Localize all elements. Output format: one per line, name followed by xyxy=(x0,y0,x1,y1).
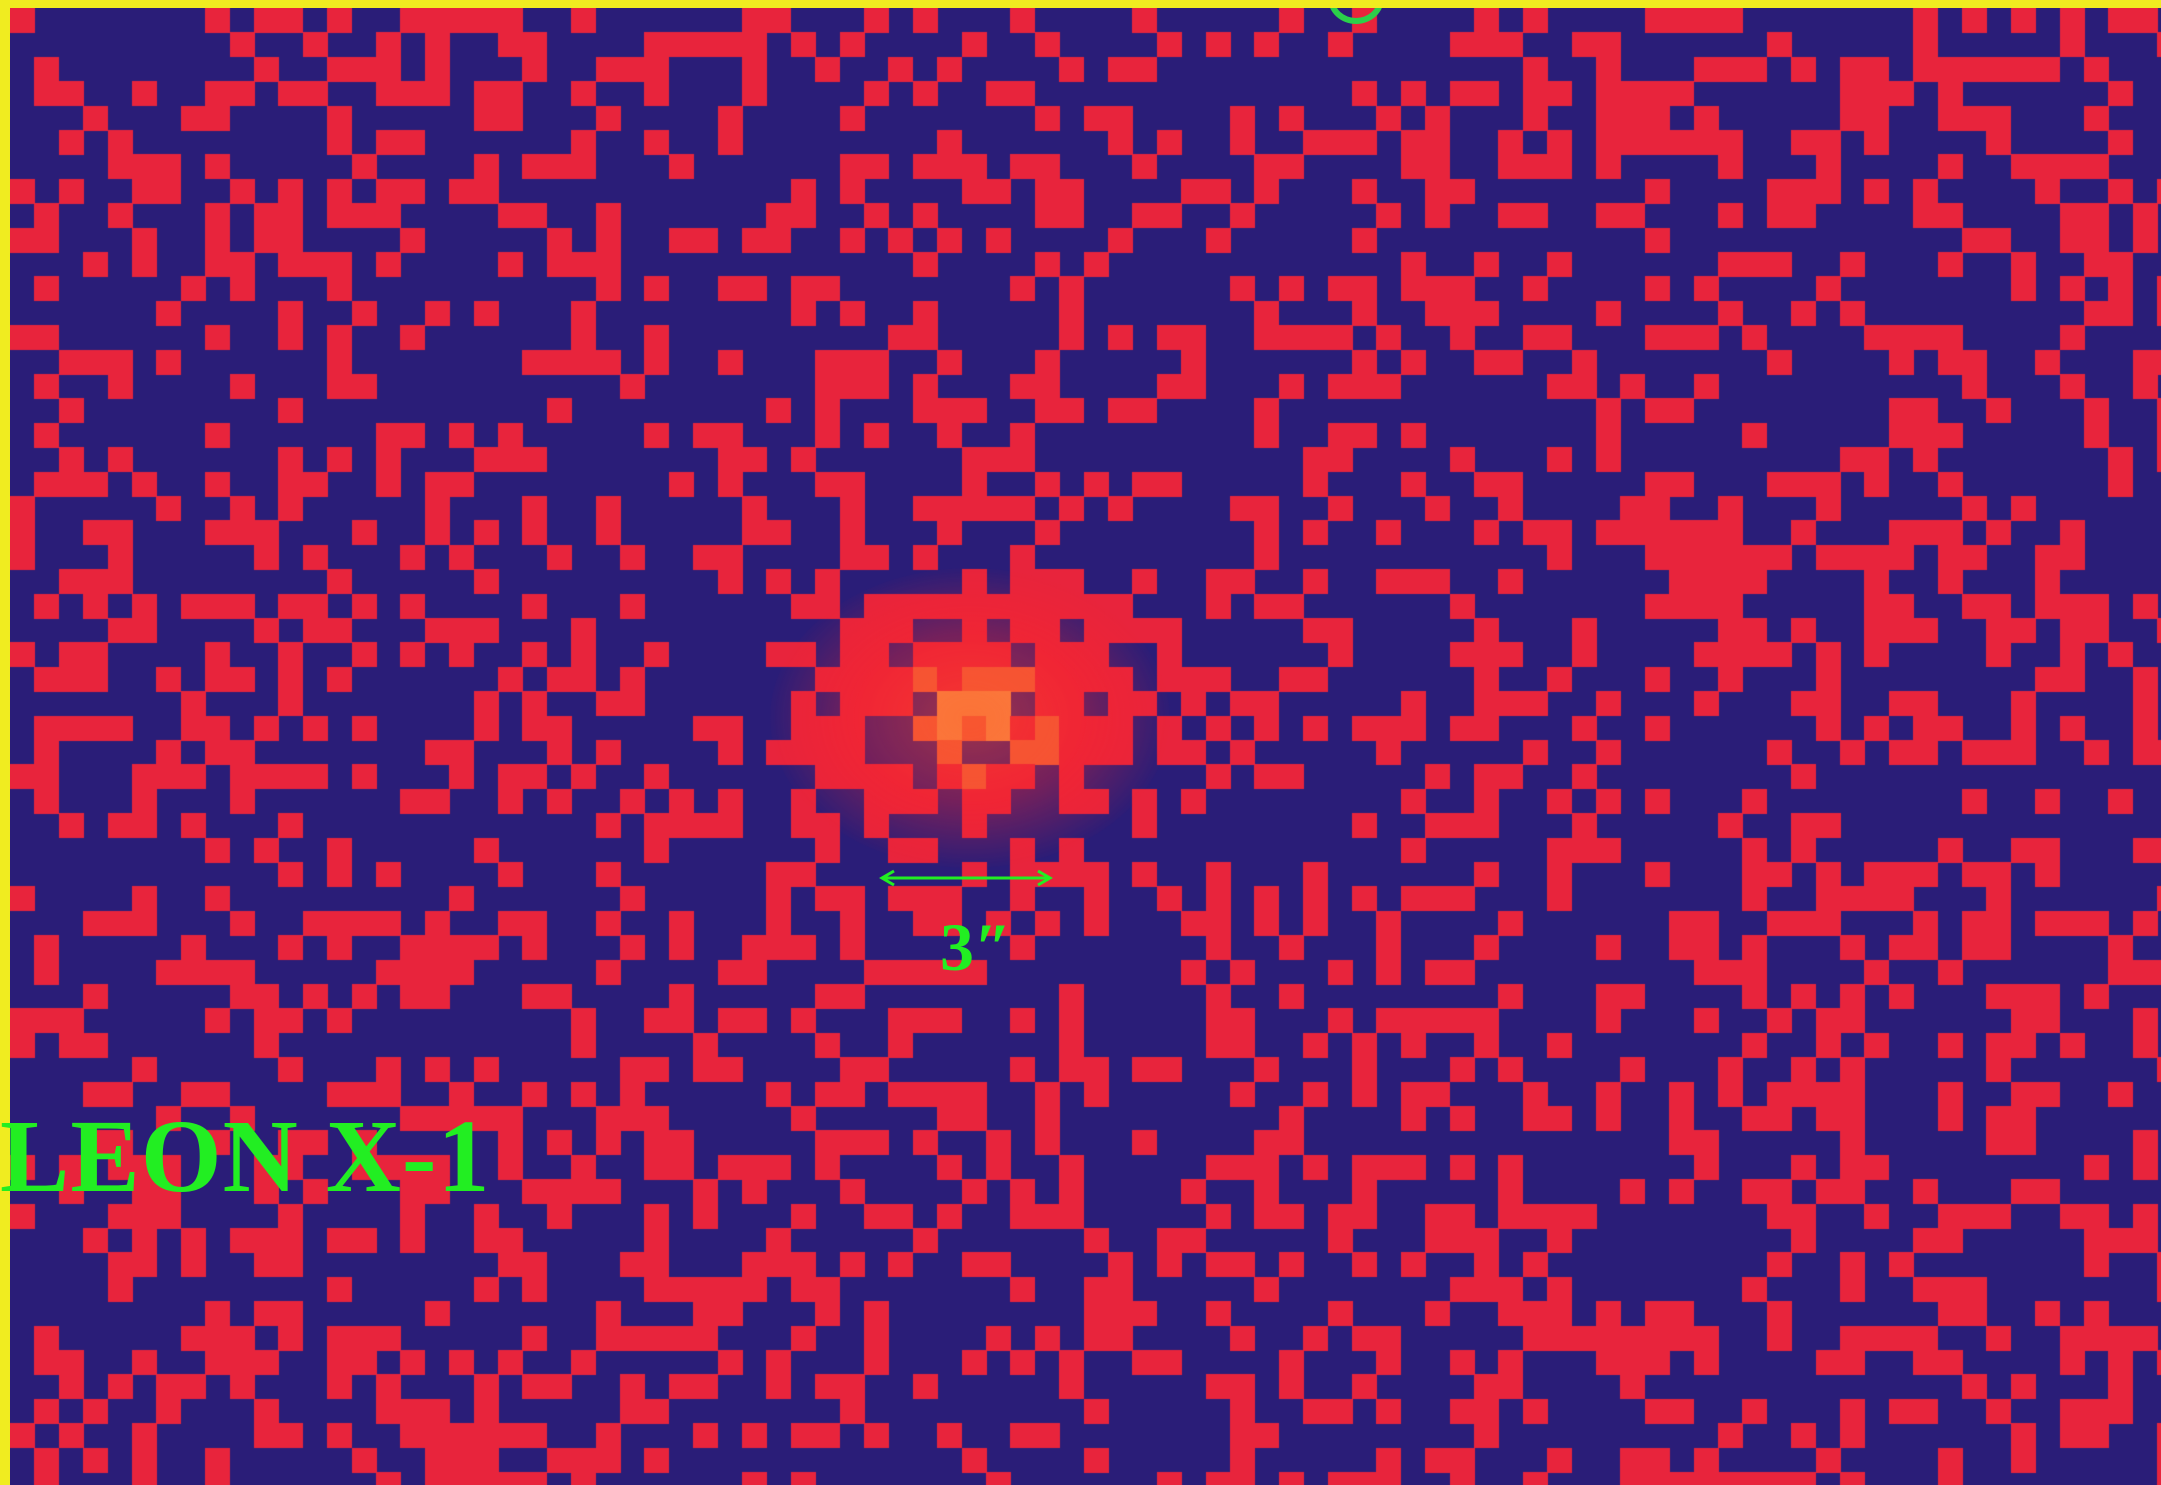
pixel-map xyxy=(10,8,2161,1485)
source-name-label: LEON X-1 xyxy=(0,1099,491,1214)
scale-bar-arrow xyxy=(879,869,1053,887)
scale-label: 3″ xyxy=(940,909,1012,985)
xray-image: 3″ xyxy=(10,8,2161,1485)
